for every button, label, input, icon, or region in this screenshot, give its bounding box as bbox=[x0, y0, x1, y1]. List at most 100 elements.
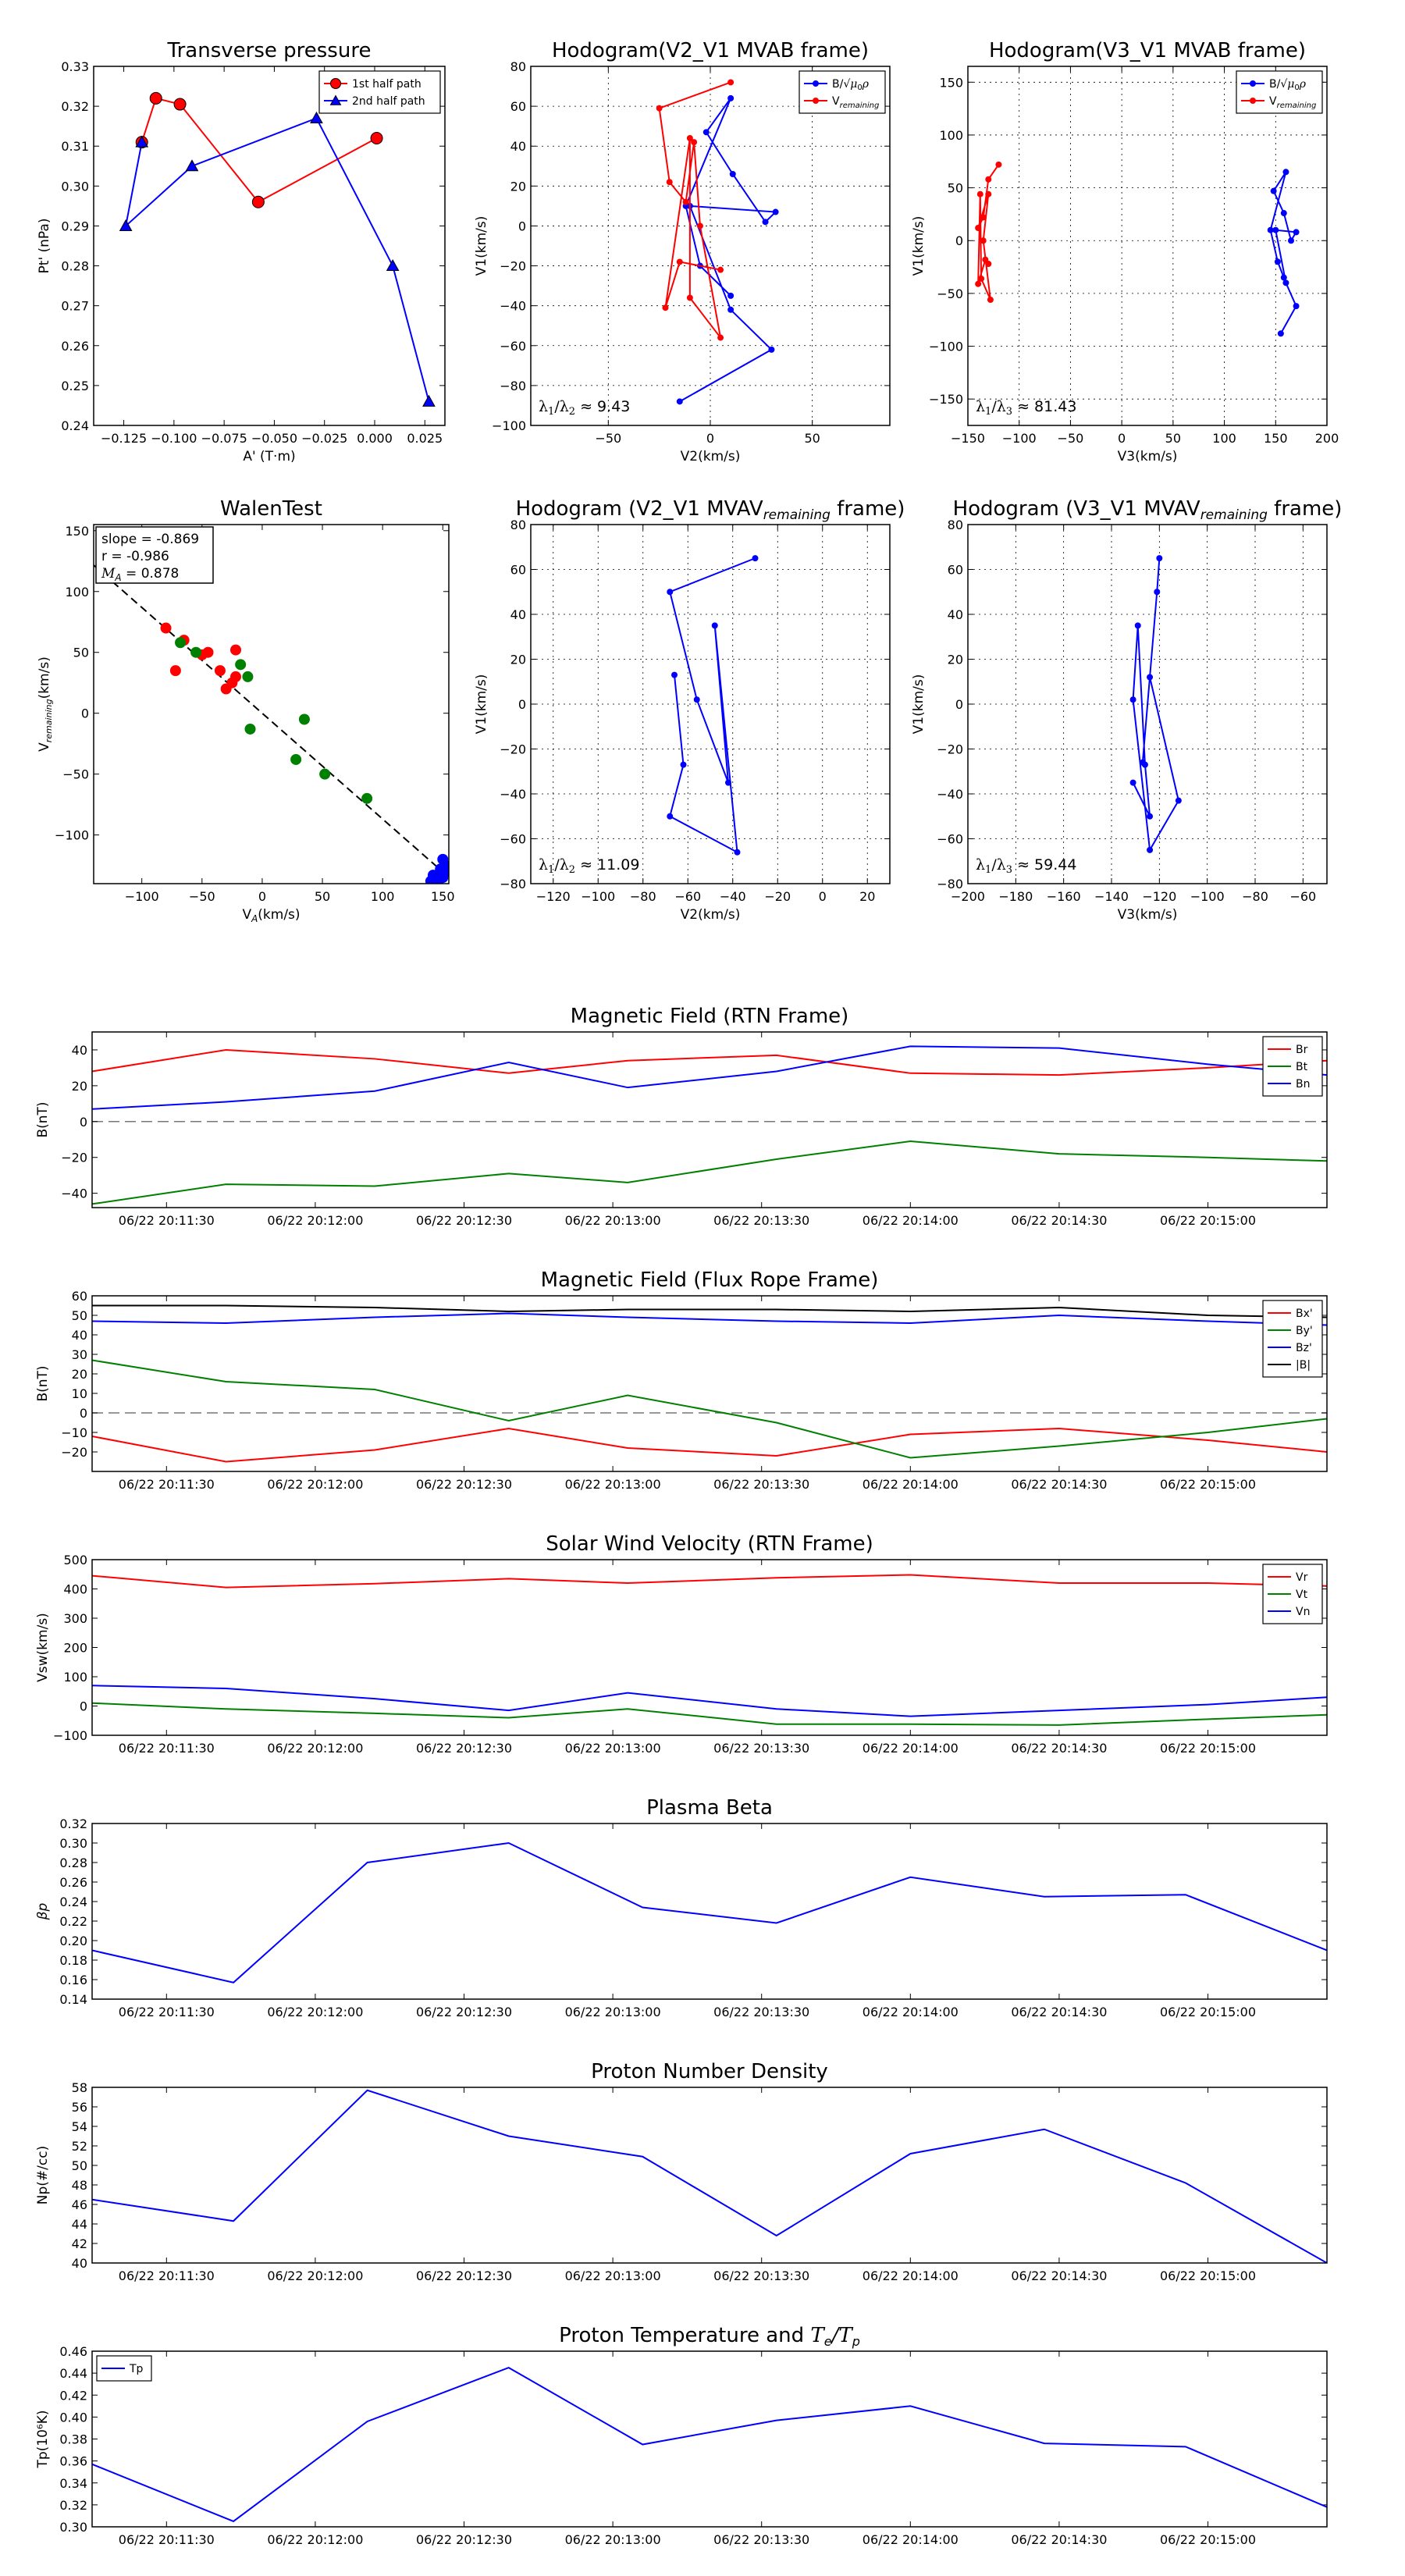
y-axis-label: Np(#/cc) bbox=[35, 2146, 51, 2204]
data-point bbox=[1280, 274, 1287, 281]
x-tick-label: 06/22 20:12:00 bbox=[267, 2268, 363, 2283]
y-tick-label: 0.46 bbox=[59, 2344, 87, 2359]
x-tick-label: 06/22 20:14:00 bbox=[863, 1477, 959, 1492]
data-point bbox=[443, 866, 449, 877]
series-line bbox=[92, 1312, 1327, 1326]
y-tick-label: −20 bbox=[500, 259, 526, 274]
y-tick-label: −50 bbox=[937, 286, 963, 301]
plot-area bbox=[94, 564, 449, 884]
chart-h4: −200 −180 −160 −140 −120 −100 −80 −60−80−60−40−… bbox=[911, 497, 1342, 923]
series-bz- bbox=[92, 1312, 1327, 1326]
data-point bbox=[202, 646, 214, 658]
series-line bbox=[658, 81, 731, 339]
y-axis-label: Pt' (nPa) bbox=[37, 219, 52, 274]
data-point bbox=[768, 346, 775, 353]
chart-h2: −150 −100 −50 0 50 100 150 200 −150 −100 −50 0 50 100… bbox=[911, 39, 1339, 464]
plot-area bbox=[92, 1841, 1327, 1984]
y-tick-label: 60 bbox=[948, 563, 963, 578]
chart-title: Proton Number Density bbox=[591, 2060, 828, 2083]
legend-box bbox=[318, 70, 441, 114]
y-tick-label: 40 bbox=[72, 2256, 87, 2271]
data-point bbox=[1134, 622, 1141, 629]
axes-frame bbox=[91, 2350, 1328, 2528]
legend-label: Vt bbox=[1296, 1589, 1308, 1601]
data-point bbox=[975, 225, 982, 231]
legend: Br Bt Bn bbox=[1262, 1036, 1323, 1097]
data-point bbox=[676, 398, 683, 405]
y-tick-label: 20 bbox=[72, 1079, 87, 1094]
data-point bbox=[1154, 589, 1161, 596]
data-point bbox=[995, 161, 1002, 168]
x-tick-label: 06/22 20:13:30 bbox=[713, 2268, 809, 2283]
x-tick-label: 06/22 20:13:30 bbox=[713, 1741, 809, 1756]
data-point bbox=[711, 622, 718, 629]
series-line bbox=[92, 1359, 1327, 1459]
data-point bbox=[1288, 237, 1294, 244]
y-axis-label: V1(km/s) bbox=[911, 216, 927, 276]
x-tick-label: 06/22 20:14:00 bbox=[863, 2005, 959, 2019]
chart-pb: 06/22 20:11:30 06/22 20:12:00 06/22 20:12:… bbox=[35, 1796, 1328, 2019]
data-point bbox=[752, 555, 759, 562]
x-tick-label: −50 bbox=[595, 431, 621, 446]
series-line bbox=[140, 97, 378, 204]
data-point bbox=[370, 132, 383, 144]
x-axis-label: V2(km/s) bbox=[681, 449, 741, 464]
data-point bbox=[717, 266, 724, 273]
data-point bbox=[691, 139, 698, 146]
chart-sw: 06/22 20:11:30 06/22 20:12:00 06/22 20:12:… bbox=[35, 1532, 1328, 1756]
y-tick-label: 0 bbox=[81, 706, 89, 721]
y-tick-label: 0.28 bbox=[59, 1856, 87, 1870]
legend-label: B/√μ0ρ bbox=[1269, 78, 1307, 92]
x-tick-label: 06/22 20:12:00 bbox=[267, 2532, 363, 2547]
data-point bbox=[298, 713, 310, 725]
series-2nd-half-path bbox=[119, 111, 436, 407]
y-tick-label: 0.44 bbox=[59, 2366, 87, 2381]
y-tick-label: 0.33 bbox=[61, 59, 89, 74]
data-point bbox=[1147, 813, 1154, 820]
x-tick-label: −50 bbox=[189, 889, 215, 904]
x-tick-label: 0 bbox=[819, 889, 827, 904]
data-point bbox=[1147, 674, 1154, 681]
axes-frame bbox=[93, 524, 450, 884]
y-tick-label: 20 bbox=[510, 653, 526, 667]
x-tick-label: −0.075 bbox=[201, 431, 247, 446]
data-point bbox=[676, 258, 683, 265]
series-line bbox=[679, 98, 777, 403]
series-line bbox=[92, 1427, 1327, 1463]
x-tick-label: 06/22 20:12:30 bbox=[416, 2532, 512, 2547]
y-tick-label: 40 bbox=[72, 1328, 87, 1343]
x-tick-label: 06/22 20:14:00 bbox=[863, 2532, 959, 2547]
x-tick-label: −0.050 bbox=[251, 431, 297, 446]
y-tick-label: 0.28 bbox=[61, 259, 89, 274]
data-point bbox=[1156, 555, 1163, 562]
x-tick-label: −100 bbox=[581, 889, 615, 904]
y-tick-label: −40 bbox=[500, 299, 526, 314]
x-tick-label: 06/22 20:14:30 bbox=[1011, 2268, 1107, 2283]
x-tick-label: 06/22 20:12:30 bbox=[416, 2005, 512, 2019]
data-point bbox=[235, 659, 247, 671]
plot-area bbox=[92, 1574, 1327, 1726]
y-tick-label: 200 bbox=[63, 1641, 87, 1656]
y-tick-label: 0.30 bbox=[61, 179, 89, 194]
data-point bbox=[978, 275, 985, 282]
walen-stats: slope = -0.869 r = -0.986 MA = 0.878 bbox=[95, 526, 214, 584]
data-point bbox=[1293, 303, 1300, 310]
series-line bbox=[1132, 558, 1179, 852]
x-tick-label: 06/22 20:15:00 bbox=[1160, 1741, 1256, 1756]
grid bbox=[967, 66, 1328, 425]
series-line bbox=[1269, 171, 1298, 334]
y-tick-label: −50 bbox=[62, 767, 89, 782]
y-tick-label: 0.29 bbox=[61, 219, 89, 233]
series-line bbox=[92, 2089, 1327, 2263]
x-tick-label: 0.000 bbox=[357, 431, 393, 446]
x-tick-label: 06/22 20:14:30 bbox=[1011, 1741, 1107, 1756]
y-tick-label: 0 bbox=[955, 233, 963, 248]
x-tick-label: 06/22 20:13:30 bbox=[713, 2532, 809, 2547]
legend-label: Bt bbox=[1296, 1061, 1308, 1073]
data-point bbox=[686, 294, 693, 301]
y-tick-label: 40 bbox=[510, 607, 526, 622]
legend-label: Vn bbox=[1296, 1606, 1310, 1618]
y-axis-label: V1(km/s) bbox=[474, 674, 489, 735]
x-tick-label: −150 bbox=[951, 431, 985, 446]
x-tick-label: 06/22 20:13:30 bbox=[713, 1477, 809, 1492]
